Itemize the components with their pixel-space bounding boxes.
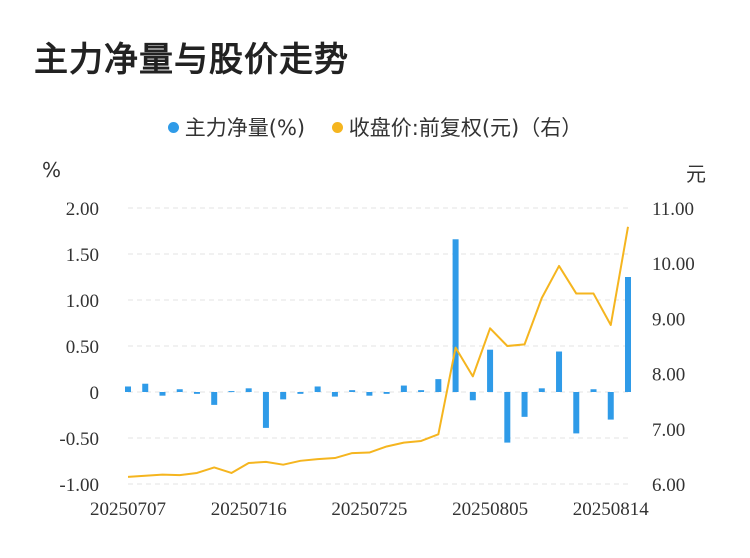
net-volume-bar xyxy=(452,239,459,392)
legend-label: 主力净量(%) xyxy=(184,116,306,140)
y-left-tick-label: 1.00 xyxy=(66,291,99,312)
y-left-tick-label: 1.50 xyxy=(66,245,99,266)
net-volume-bar xyxy=(331,392,338,397)
net-volume-bar xyxy=(349,390,356,392)
legend-dot-icon xyxy=(167,121,179,133)
y-left-tick-label: -1.00 xyxy=(59,475,99,496)
y-right-tick-label: 8.00 xyxy=(652,365,685,386)
net-volume-bar xyxy=(245,388,252,392)
y-left-tick-label: 2.00 xyxy=(66,199,99,220)
y-left-tick-label: 0 xyxy=(90,383,100,404)
net-volume-bar xyxy=(193,392,200,394)
y-right-tick-label: 7.00 xyxy=(652,420,685,441)
net-volume-bar xyxy=(262,392,269,428)
legend-item-close-price[interactable]: 收盘价:前复权(元)（右） xyxy=(331,112,583,142)
net-volume-bar xyxy=(228,391,235,393)
net-volume-bar xyxy=(556,351,563,392)
y-right-tick-label: 6.00 xyxy=(652,475,685,496)
x-tick-label: 20250707 xyxy=(90,499,166,520)
net-volume-bar xyxy=(176,389,183,392)
net-volume-bar xyxy=(159,392,166,396)
net-volume-bar xyxy=(487,349,494,392)
net-volume-bar xyxy=(211,392,218,405)
x-tick-label: 20250716 xyxy=(211,499,287,520)
y-left-tick-label: 0.50 xyxy=(66,337,99,358)
legend: 主力净量(%) 收盘价:前复权(元)（右） xyxy=(0,112,750,142)
net-volume-bar xyxy=(625,277,631,392)
net-volume-bar xyxy=(521,392,528,417)
net-volume-bar xyxy=(573,392,580,434)
legend-label: 收盘价:前复权(元)（右） xyxy=(348,116,583,140)
net-volume-bar xyxy=(469,392,476,401)
left-axis-unit: % xyxy=(42,158,62,182)
right-axis-unit: 元 xyxy=(686,162,706,186)
net-volume-bar xyxy=(366,392,373,396)
net-volume-bar xyxy=(314,386,321,392)
x-tick-label: 20250805 xyxy=(452,499,528,520)
net-volume-bar xyxy=(142,383,149,392)
chart-title: 主力净量与股价走势 xyxy=(34,40,349,80)
y-right-tick-label: 10.00 xyxy=(652,254,695,275)
net-volume-bar xyxy=(504,392,511,443)
net-volume-bar xyxy=(590,389,597,392)
net-volume-bar xyxy=(538,388,545,392)
y-right-tick-label: 11.00 xyxy=(652,199,694,220)
y-left-tick-label: -0.50 xyxy=(59,429,99,450)
net-volume-bar xyxy=(435,379,442,392)
net-volume-bar xyxy=(383,392,390,394)
y-right-tick-label: 9.00 xyxy=(652,309,685,330)
close-price-line xyxy=(127,226,629,478)
x-tick-label: 20250725 xyxy=(331,499,407,520)
x-tick-label: 20250814 xyxy=(573,499,650,520)
net-volume-bar xyxy=(280,392,287,400)
legend-dot-icon xyxy=(331,121,343,133)
net-volume-bar xyxy=(607,392,614,420)
net-volume-bar xyxy=(400,385,407,392)
legend-item-net-volume[interactable]: 主力净量(%) xyxy=(167,112,306,142)
net-volume-bar xyxy=(125,386,131,392)
net-volume-bar xyxy=(418,390,425,392)
net-volume-bar xyxy=(297,392,304,394)
